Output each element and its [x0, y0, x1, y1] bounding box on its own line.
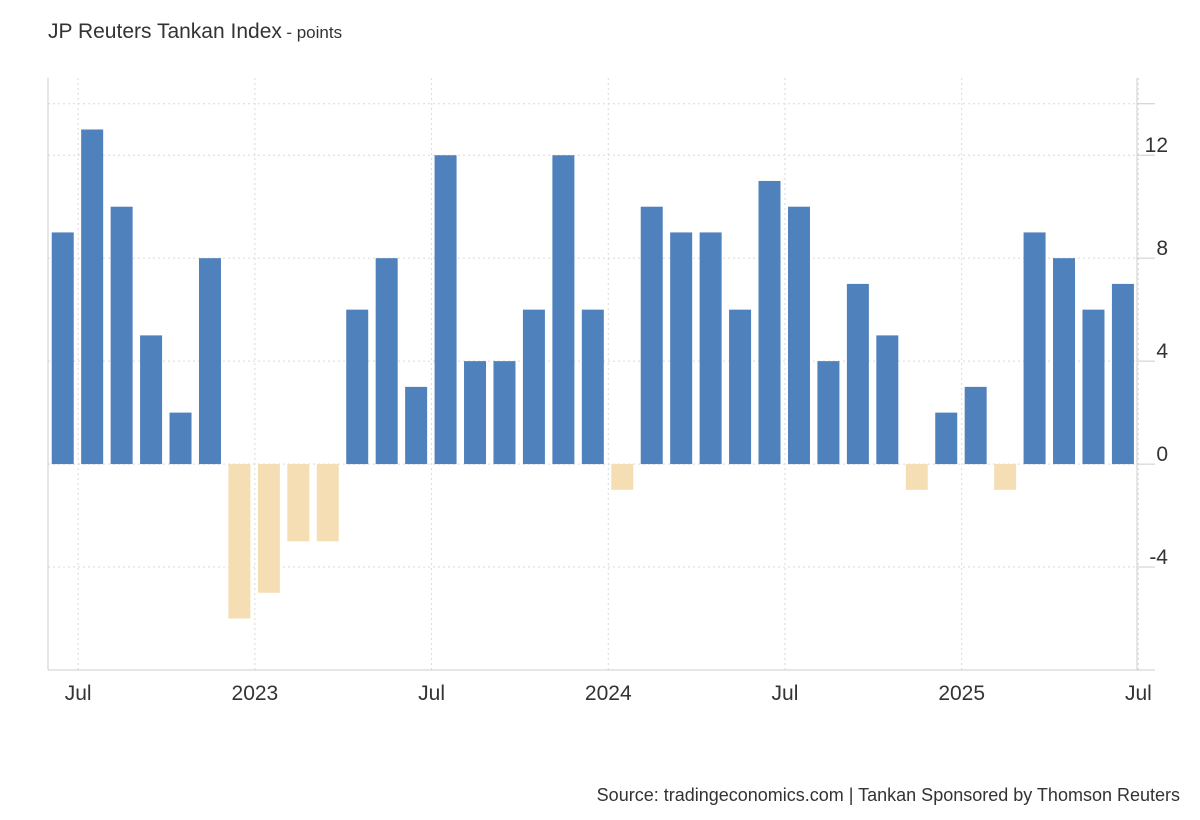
- bar-2024-01: [611, 464, 634, 490]
- bar-2024-03: [670, 232, 693, 465]
- bar-2023-04: [346, 309, 369, 465]
- chart-title: JP Reuters Tankan Index - points: [48, 20, 342, 44]
- bar-2023-10: [522, 309, 545, 465]
- bar-2022-09: [140, 335, 163, 465]
- bar-2023-09: [493, 361, 516, 465]
- bar-2022-12: [228, 464, 251, 619]
- bar-2023-11: [552, 155, 575, 465]
- bar-2024-07: [787, 206, 810, 465]
- x-tick-label: Jul: [418, 682, 445, 705]
- bar-2025-01: [964, 386, 987, 465]
- chart-title-unit: - points: [286, 23, 343, 42]
- bar-2024-10: [876, 335, 899, 465]
- bar-2022-08: [110, 206, 133, 465]
- bar-2025-05: [1082, 309, 1105, 465]
- x-tick-label: Jul: [1125, 682, 1152, 705]
- bar-2023-02: [287, 464, 310, 542]
- bar-2023-12: [581, 309, 604, 465]
- bar-2024-06: [758, 180, 781, 465]
- x-tick-label: Jul: [65, 682, 92, 705]
- bar-2024-02: [640, 206, 663, 465]
- bar-2023-06: [405, 386, 428, 465]
- x-tick-label: 2025: [938, 682, 985, 705]
- bar-2024-08: [817, 361, 840, 465]
- y-tick-label: -4: [1149, 546, 1168, 569]
- y-tick-label: 4: [1156, 340, 1168, 363]
- bar-2024-05: [729, 309, 752, 465]
- bar-2023-03: [316, 464, 339, 542]
- bar-2022-06: [51, 232, 74, 465]
- bar-2025-02: [994, 464, 1017, 490]
- bar-2023-08: [464, 361, 487, 465]
- x-tick-label: 2023: [232, 682, 279, 705]
- bar-2022-07: [81, 129, 104, 465]
- bar-2023-01: [257, 464, 280, 593]
- y-tick-label: 8: [1156, 237, 1168, 260]
- bar-2024-12: [935, 412, 958, 465]
- bar-2023-07: [434, 155, 457, 465]
- x-tick-label: Jul: [772, 682, 799, 705]
- bar-2022-10: [169, 412, 192, 465]
- chart-title-main: JP Reuters Tankan Index: [48, 20, 282, 43]
- x-tick-label: 2024: [585, 682, 632, 705]
- bar-2024-04: [699, 232, 722, 465]
- bar-2024-09: [846, 283, 869, 465]
- bar-2022-11: [198, 258, 221, 465]
- y-tick-label: 0: [1156, 443, 1168, 466]
- bar-2024-11: [905, 464, 928, 490]
- bar-2025-04: [1053, 258, 1076, 465]
- source-note: Source: tradingeconomics.com | Tankan Sp…: [596, 785, 1180, 805]
- bar-2025-03: [1023, 232, 1046, 465]
- y-tick-label: 12: [1145, 134, 1168, 157]
- bar-2025-06: [1111, 283, 1134, 465]
- bar-2023-05: [375, 258, 398, 465]
